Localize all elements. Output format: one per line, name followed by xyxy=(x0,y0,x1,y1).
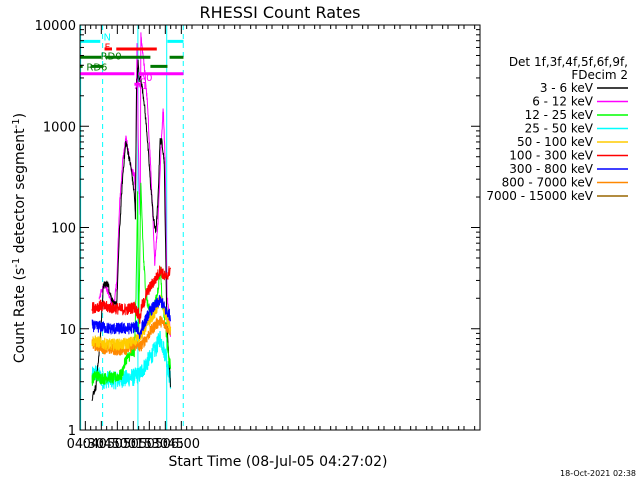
x-tick-label-6: 06:00 xyxy=(163,437,200,452)
state-bar-label-1: F xyxy=(105,43,111,54)
x-tick-label-0: 04:30 xyxy=(67,437,104,452)
y-axis-label-part: -1 xyxy=(11,118,22,128)
y-tick-label-4: 10000 xyxy=(35,19,76,34)
x-tick-label-5: 05:45 xyxy=(147,437,184,452)
x-axis-label: Start Time (08-Jul-05 04:27:02) xyxy=(168,454,387,470)
x-tick-label-1: 04:45 xyxy=(83,437,120,452)
y-axis-label: Count Rate (s-1 detector segment-1) xyxy=(11,113,29,363)
x-tick-label-3: 05:15 xyxy=(115,437,152,452)
chart-title: RHESSI Count Rates xyxy=(200,3,361,22)
y-axis-label-part: detector segment xyxy=(12,128,28,258)
y-axis-label-part: ) xyxy=(12,113,28,118)
legend-label-7: 800 - 7000 keV xyxy=(502,176,594,190)
y-tick-label-2: 100 xyxy=(51,222,76,237)
legend-label-3: 25 - 50 keV xyxy=(525,122,594,136)
series-line-5 xyxy=(91,265,172,324)
legend-header-0: Det 1f,3f,4f,5f,6f,9f, xyxy=(509,55,628,69)
state-bar-label-5: A0 xyxy=(139,73,152,84)
legend-label-8: 7000 - 15000 keV xyxy=(486,189,593,203)
y-tick-label-3: 1000 xyxy=(43,120,76,135)
legend-label-6: 300 - 800 keV xyxy=(509,162,593,176)
series-line-6 xyxy=(91,294,172,339)
x-tick-label-2: 05:00 xyxy=(99,437,136,452)
legend-label-5: 100 - 300 keV xyxy=(509,149,593,163)
legend-header-1: FDecim 2 xyxy=(571,68,628,82)
y-tick-label-1: 10 xyxy=(59,323,76,338)
legend-label-2: 12 - 25 keV xyxy=(525,108,594,122)
state-bar-label-2: RD0 xyxy=(101,51,122,62)
y-tick-label-0: 1 xyxy=(68,424,76,439)
state-bar-label-0: N xyxy=(103,32,110,43)
footer-timestamp: 18-Oct-2021 02:38 xyxy=(560,469,636,478)
y-axis-label-part: -1 xyxy=(11,258,22,268)
legend: Det 1f,3f,4f,5f,6f,9f,FDecim 23 - 6 keV6… xyxy=(486,55,628,203)
series-layer xyxy=(91,32,172,401)
state-bar-label-3: RD6 xyxy=(86,62,107,73)
legend-label-0: 3 - 6 keV xyxy=(540,81,594,95)
series-line-0 xyxy=(91,59,171,401)
legend-label-1: 6 - 12 keV xyxy=(532,95,594,109)
legend-label-4: 50 - 100 keV xyxy=(517,135,594,149)
y-axis-label-part: Count Rate (s xyxy=(12,268,28,363)
x-tick-label-4: 05:30 xyxy=(131,437,168,452)
state-bar-label-4: A1 xyxy=(135,81,148,92)
